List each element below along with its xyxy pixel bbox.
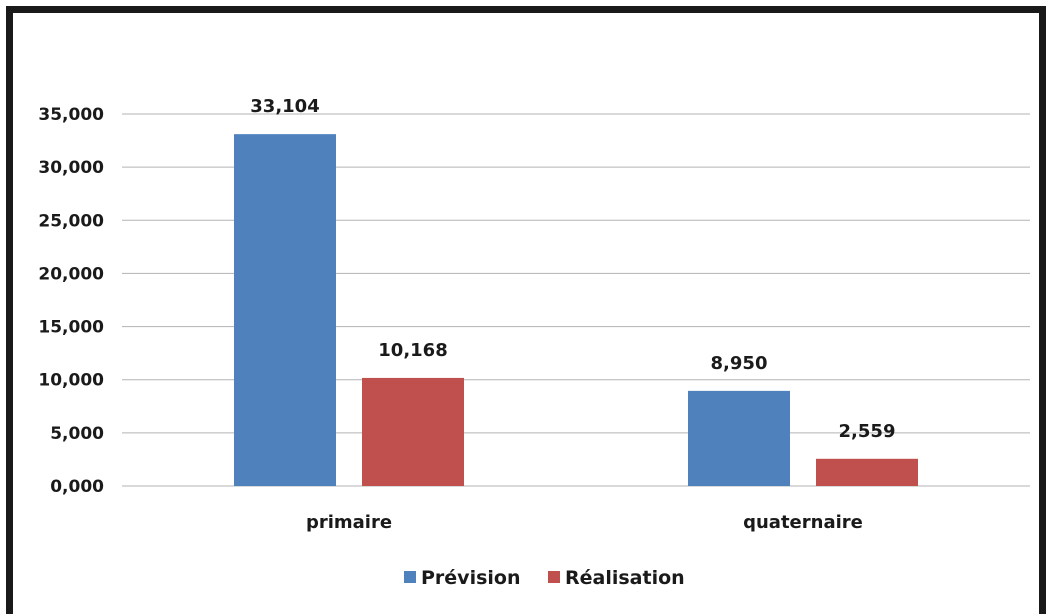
legend-swatch <box>404 571 416 583</box>
y-tick-label: 35,000 <box>38 105 104 125</box>
x-category-label: primaire <box>306 512 392 533</box>
y-tick-label: 5,000 <box>50 424 104 444</box>
y-axis: 0,000 5,000 10,000 15,000 20,000 25,000 30,000… <box>38 105 104 497</box>
bars <box>234 134 918 486</box>
data-label: 33,104 <box>250 96 319 117</box>
y-tick-label: 25,000 <box>38 211 104 231</box>
bar-primaire-realisation <box>362 377 464 486</box>
y-tick-label: 30,000 <box>38 158 104 178</box>
x-category-label: quaternaire <box>743 512 863 533</box>
chart-frame <box>6 6 1046 614</box>
data-labels: 33,104 10,168 8,950 2,559 <box>250 96 895 442</box>
data-label: 10,168 <box>378 340 447 361</box>
legend-label: Réalisation <box>565 567 685 589</box>
bar-quaternaire-realisation <box>816 458 918 486</box>
legend-swatch <box>548 571 560 583</box>
legend-label: Prévision <box>421 567 520 589</box>
bar-quaternaire-prevision <box>688 390 790 486</box>
y-tick-label: 0,000 <box>50 477 104 497</box>
data-label: 2,559 <box>839 421 896 442</box>
y-tick-label: 20,000 <box>38 264 104 284</box>
y-tick-label: 15,000 <box>38 318 104 338</box>
data-label: 8,950 <box>711 353 768 374</box>
y-tick-label: 10,000 <box>38 371 104 391</box>
x-axis: primaire quaternaire <box>306 512 863 533</box>
legend: Prévision Réalisation <box>404 567 685 589</box>
bar-primaire-prevision <box>234 134 336 486</box>
